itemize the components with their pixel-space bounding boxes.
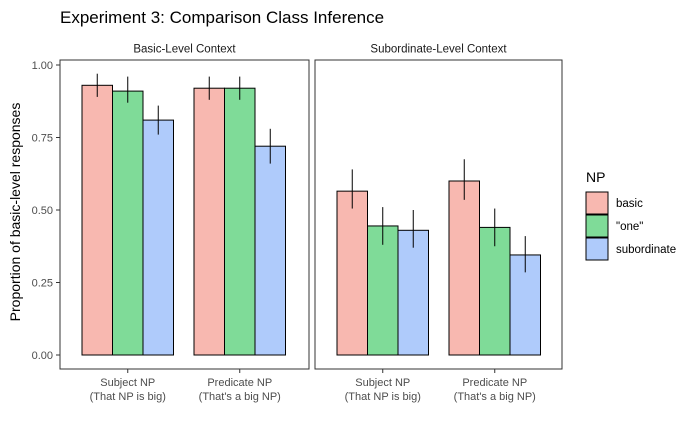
chart-title: Experiment 3: Comparison Class Inference <box>60 8 384 27</box>
y-tick-label-4: 1.00 <box>32 60 53 72</box>
legend-key-2 <box>585 237 609 261</box>
facet-0-bar-1-0 <box>193 87 225 356</box>
facet-1-bar-0-0 <box>336 190 368 356</box>
facet-0-bar-1-2 <box>254 145 286 356</box>
facet-0-bar-0-1 <box>112 90 144 356</box>
y-tick-label-0: 0.00 <box>32 350 53 362</box>
facet-1-bar-1-2 <box>509 254 541 356</box>
facet-1-x-tick-label-1: Predicate NP <box>462 377 527 389</box>
legend-key-0 <box>585 191 609 215</box>
facet-1-panel-border <box>314 59 563 370</box>
y-tick-label-3: 0.75 <box>32 133 53 145</box>
facet-0-bar-0-0 <box>81 84 113 356</box>
facet-1-x-tick-sublabel-1: (That's a big NP) <box>454 391 536 403</box>
legend-label-1: "one" <box>616 221 643 233</box>
facet-1-bar-0-2 <box>397 229 429 356</box>
legend-label-0: basic <box>616 198 643 210</box>
y-axis-label: Proportion of basic-level responses <box>7 103 23 322</box>
facet-1-x-tick-sublabel-0: (That NP is big) <box>345 391 421 403</box>
facet-1-bar-1-1 <box>479 226 511 356</box>
facet-0-panel-border <box>59 59 310 370</box>
facet-1-bar-0-1 <box>367 225 399 356</box>
facet-1-bar-1-0 <box>448 180 480 356</box>
facet-0-strip-label: Basic-Level Context <box>133 44 236 56</box>
legend-key-1 <box>585 214 609 238</box>
facet-0-bar-0-2 <box>142 119 174 356</box>
facet-0-bar-1-1 <box>224 87 256 356</box>
facet-0-x-tick-sublabel-0: (That NP is big) <box>90 391 166 403</box>
facet-0-x-tick-label-1: Predicate NP <box>207 377 272 389</box>
legend-title: NP <box>586 169 605 185</box>
legend-label-2: subordinate <box>616 244 676 256</box>
facet-0-x-tick-sublabel-1: (That's a big NP) <box>199 391 281 403</box>
y-tick-label-1: 0.25 <box>32 278 53 290</box>
y-tick-label-2: 0.50 <box>32 205 53 217</box>
plot-area: Basic-Level Context Subject NP (That NP is… <box>32 37 563 403</box>
facet-0-x-tick-label-0: Subject NP <box>100 377 155 389</box>
legend: NP basic "one" subordinate <box>585 169 676 261</box>
facet-1-strip-label: Subordinate-Level Context <box>370 44 507 56</box>
facet-0-strip <box>60 37 309 60</box>
facet-1-x-tick-label-0: Subject NP <box>355 377 410 389</box>
facet-1-strip <box>315 37 562 60</box>
